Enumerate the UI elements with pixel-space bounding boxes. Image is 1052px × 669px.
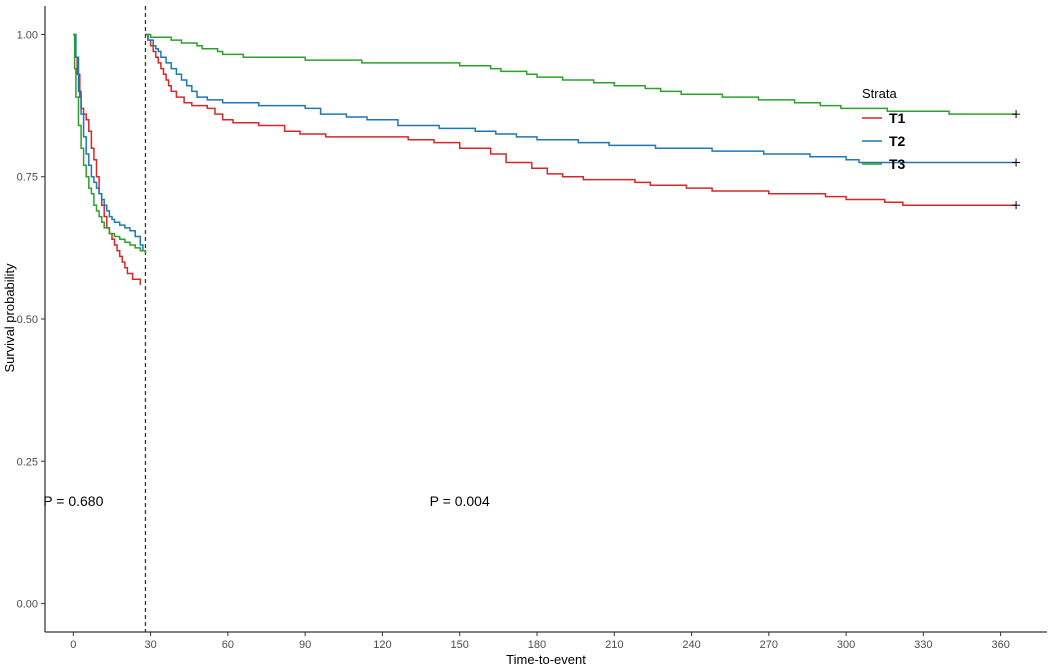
x-tick-label: 360 [991,639,1009,651]
x-tick-label: 150 [451,639,469,651]
x-tick-label: 330 [914,639,932,651]
legend-label-t1: T1 [889,110,906,126]
p-value-annotation: P = 0.004 [430,493,490,509]
legend-label-t3: T3 [889,156,906,172]
x-tick-label: 210 [605,639,623,651]
p-value-annotation: P = 0.680 [43,493,103,509]
series-line-t3 [145,33,1017,115]
series-line-t3 [73,33,147,254]
y-tick-label: 0.75 [17,172,38,184]
x-tick-label: 0 [70,639,76,651]
y-tick-label: 0.50 [17,314,38,326]
legend-title: Strata [862,86,897,101]
y-ticks: 0.00 0.25 0.50 0.75 1.00 [17,29,45,611]
y-tick-label: 0.00 [17,599,38,611]
x-axis-title: Time-to-event [506,652,586,667]
y-axis-title: Survival probability [2,263,17,373]
x-tick-label: 90 [299,639,311,651]
series-line-t2 [145,33,1017,164]
y-tick-label: 0.25 [17,456,38,468]
annotations: P = 0.680 P = 0.004 [43,493,490,509]
series-line-t2 [73,33,144,251]
censor-mark-t2 [1012,158,1021,167]
series-line-t1 [145,33,1017,206]
x-tick-label: 240 [682,639,700,651]
legend: Strata T1 T2 T3 [862,86,906,172]
censor-mark-t1 [1012,201,1021,210]
x-tick-label: 120 [373,639,391,651]
legend-label-t2: T2 [889,133,906,149]
censor-mark-t3 [1012,110,1021,119]
x-tick-label: 270 [760,639,778,651]
y-tick-label: 1.00 [17,29,38,41]
x-tick-label: 300 [837,639,855,651]
x-tick-label: 30 [144,639,156,651]
axes [44,6,1047,633]
series-layer [73,33,1021,285]
x-tick-label: 60 [222,639,234,651]
x-tick-label: 180 [528,639,546,651]
x-ticks: 0 30 60 90 120 150 180 210 240 270 300 330 360 [70,632,1010,651]
